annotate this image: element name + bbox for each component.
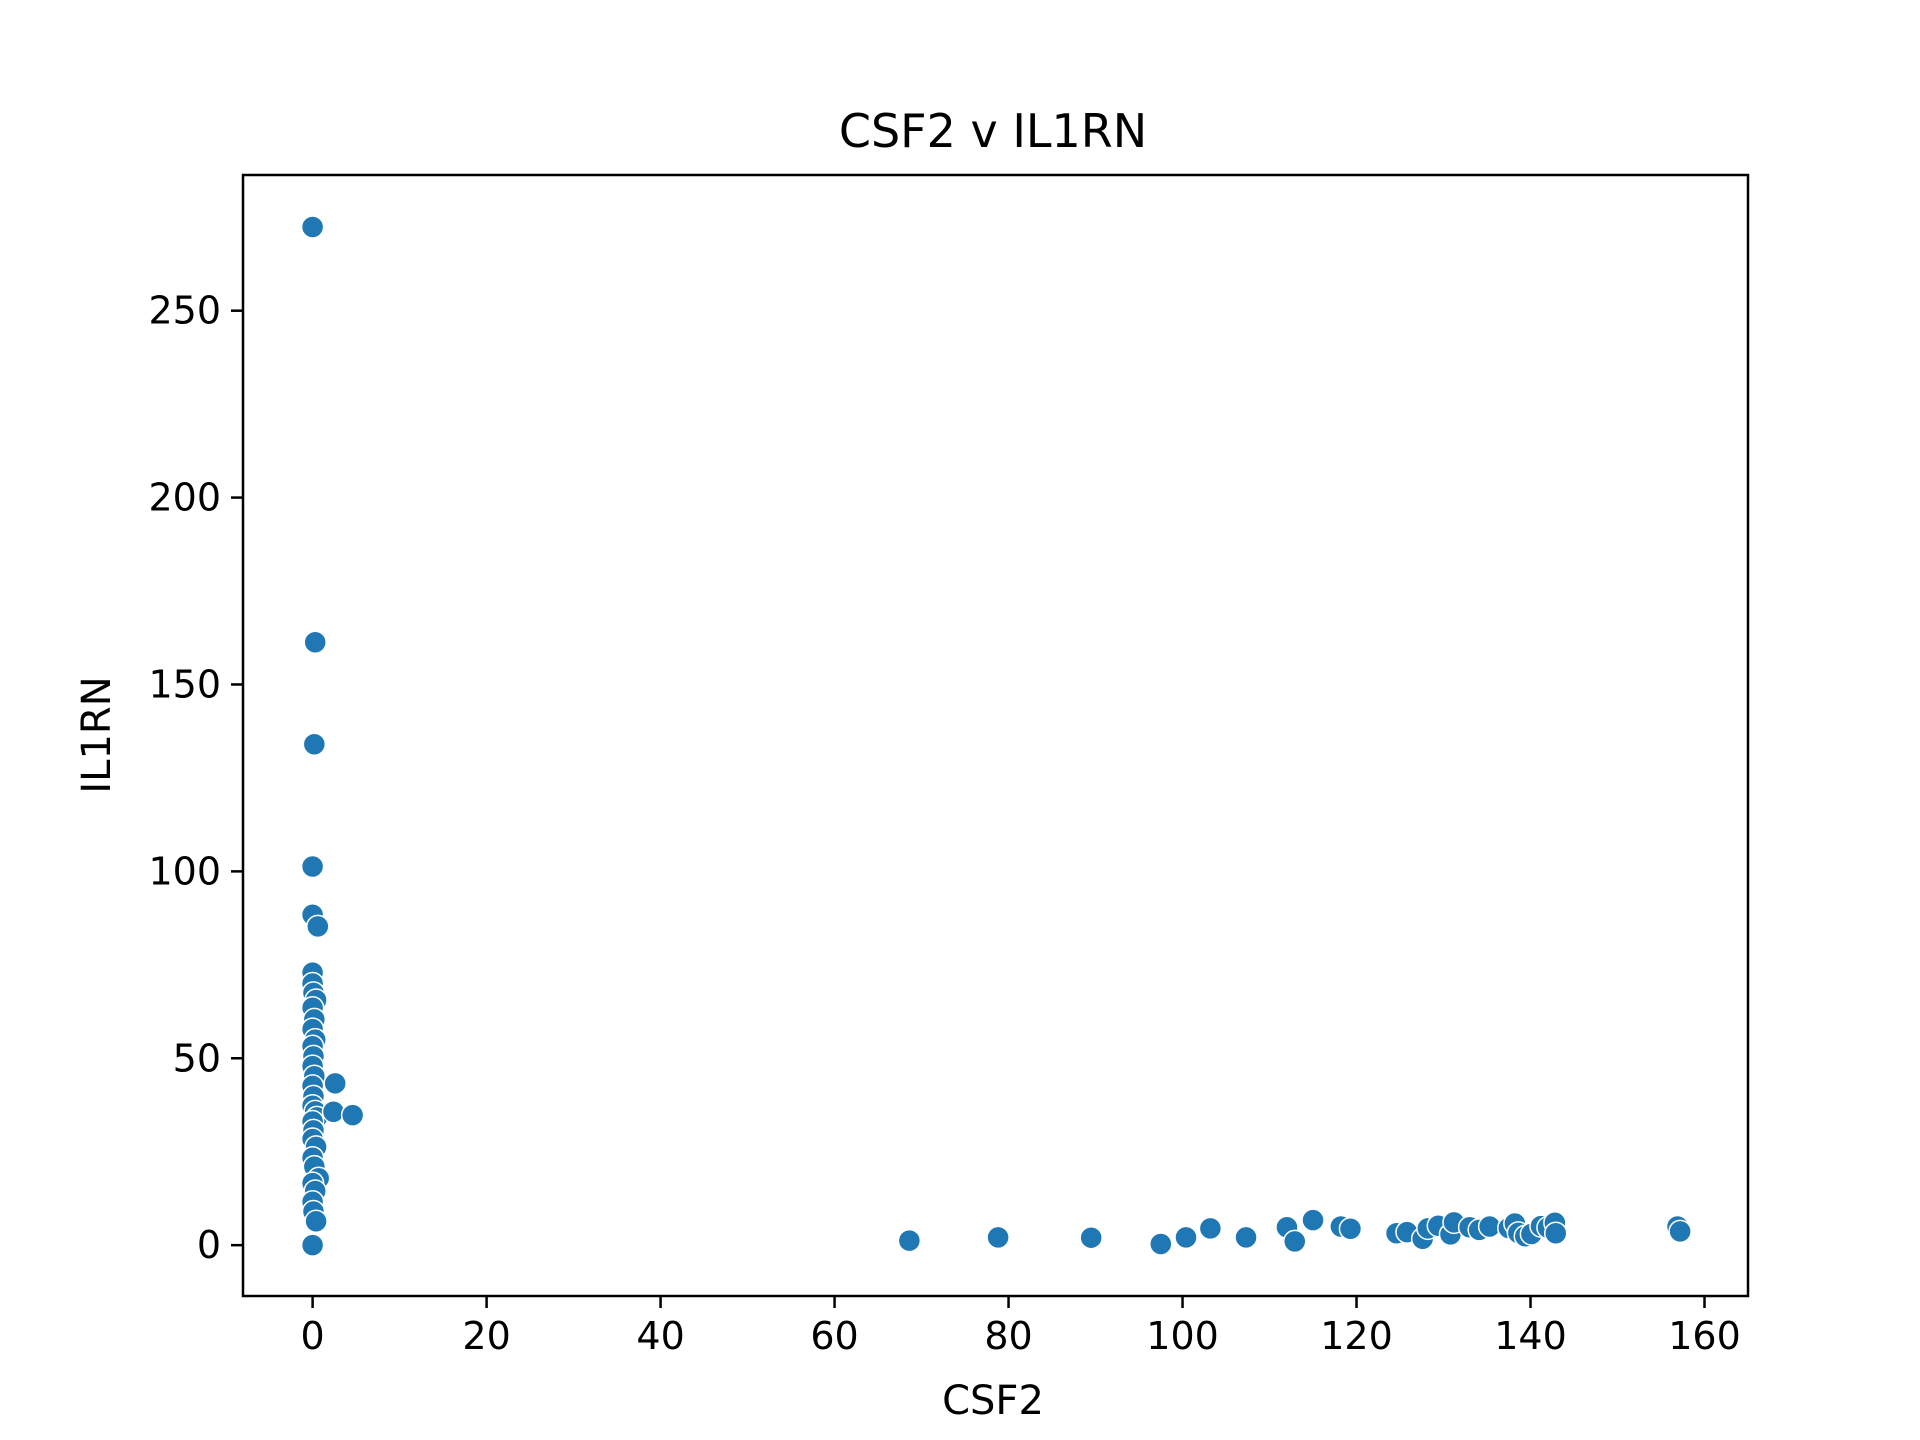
data-point-71 <box>1668 1219 1692 1244</box>
data-point-45 <box>1234 1225 1258 1250</box>
data-point-3 <box>300 854 325 879</box>
data-point-40 <box>986 1225 1010 1250</box>
data-point-42 <box>1149 1232 1173 1256</box>
data-points <box>300 215 1692 1257</box>
data-point-50 <box>1338 1216 1363 1241</box>
data-point-37 <box>321 1099 346 1124</box>
x-tick-label-6: 120 <box>1320 1314 1393 1358</box>
x-tick-label-2: 40 <box>636 1314 684 1358</box>
data-point-69 <box>1543 1221 1568 1245</box>
y-tick-label-4: 200 <box>148 476 221 520</box>
x-tick-label-4: 80 <box>984 1314 1032 1358</box>
chart-title: CSF2 v IL1RN <box>839 104 1147 158</box>
y-tick-label-5: 250 <box>148 289 221 333</box>
x-tick-label-3: 60 <box>810 1314 858 1358</box>
x-tick-label-0: 0 <box>301 1314 325 1358</box>
data-point-34 <box>304 1209 328 1233</box>
y-tick-label-3: 150 <box>148 662 221 706</box>
data-point-0 <box>300 215 325 239</box>
x-tick-label-1: 20 <box>462 1314 510 1358</box>
x-axis-label: CSF2 <box>942 1378 1044 1424</box>
y-axis-label: IL1RN <box>74 676 120 793</box>
x-tick-label-7: 140 <box>1494 1314 1567 1358</box>
y-tick-label-1: 50 <box>173 1036 221 1080</box>
plot-frame <box>241 173 1750 1298</box>
data-point-38 <box>340 1103 365 1127</box>
data-point-35 <box>300 1233 325 1257</box>
data-point-5 <box>306 914 330 939</box>
y-axis-ticks: 0 50 100 150 200 250 <box>148 289 243 1267</box>
data-point-41 <box>1079 1225 1103 1250</box>
data-point-47 <box>1283 1229 1307 1254</box>
data-point-2 <box>302 732 327 757</box>
data-point-1 <box>303 630 327 654</box>
data-point-48 <box>1301 1208 1325 1232</box>
data-point-39 <box>897 1228 922 1253</box>
y-tick-label-0: 0 <box>197 1223 221 1267</box>
x-tick-label-5: 100 <box>1146 1314 1219 1358</box>
y-tick-label-2: 100 <box>148 849 221 893</box>
data-point-36 <box>323 1071 347 1096</box>
data-point-44 <box>1198 1216 1223 1241</box>
x-tick-label-8: 160 <box>1668 1314 1741 1358</box>
x-axis-ticks: 0 20 40 60 80 100 120 140 160 <box>301 1296 1741 1358</box>
data-point-43 <box>1174 1225 1198 1250</box>
